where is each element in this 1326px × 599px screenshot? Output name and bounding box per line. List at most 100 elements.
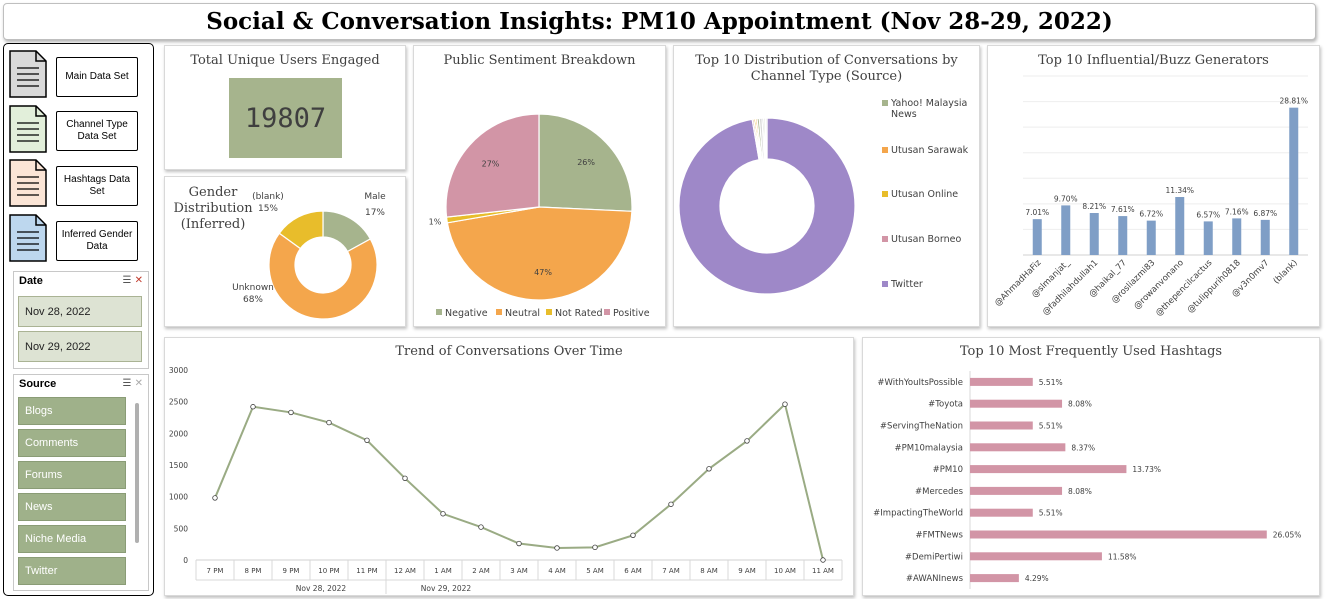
hashtag-data-label: 8.37% [1071,443,1095,452]
channel-legend-swatch [882,100,888,106]
sentiment-legend-label: Neutral [505,308,540,319]
trend-point [516,540,522,547]
trend-title: Trend of Conversations Over Time [395,344,623,359]
navigation-panel: Main Data Set Channel Type Data Set Hash… [3,43,154,596]
buzz-data-label: 7.16% [1225,207,1249,216]
gender-slice [278,210,324,250]
hashtag-data-label: 8.08% [1068,400,1092,409]
trend-point [706,466,712,472]
gender-title: Gender Distribution (Inferred) [173,185,253,232]
buzz-bar-chart: 7.01%@AhmadHaFiz9.70%@slmanjat_8.21%@fad… [993,75,1308,319]
dashboard-title-bar: Social & Conversation Insights: PM10 App… [3,3,1316,40]
trend-x-tick: 12 AM [394,567,416,575]
trend-x-tick: 9 AM [738,567,756,575]
sentiment-data-label: 27% [482,160,500,169]
gender-card: Gender Distribution (Inferred) Male 17% Un… [164,176,406,327]
clear-filter-icon[interactable]: ✕ [134,378,143,389]
trend-point [554,545,560,551]
main-data-document-icon[interactable] [9,50,47,98]
trend-x-tick: 4 AM [548,567,566,575]
source-slicer-item[interactable]: Forums [18,461,126,489]
sentiment-data-label: 47% [534,268,552,277]
channel-legend-swatch [882,281,888,287]
date-slicer: Date ☰ ✕ Nov 28, 2022 Nov 29, 2022 [13,271,149,369]
trend-line [214,402,824,561]
buzz-bar [1203,221,1213,255]
clear-filter-icon[interactable]: ✕ [134,275,143,286]
trend-point [326,419,332,426]
hashtag-category-label: #AWANInews [906,574,964,584]
source-slicer-item[interactable]: Blogs [18,397,126,425]
source-slicer-item[interactable]: Twitter [18,557,126,585]
buzz-data-label: 7.01% [1025,208,1049,217]
trend-point [782,401,788,407]
channel-legend-label: Twitter [890,279,923,290]
gender-data-document-icon[interactable] [9,214,47,262]
hashtag-bar [970,508,1033,517]
sentiment-slice [446,206,633,301]
trend-x-tick: 6 AM [624,567,642,575]
buzz-data-label: 8.21% [1082,202,1106,211]
trend-x-tick: 10 AM [774,567,796,575]
channel-legend-label: Utusan Borneo [891,234,961,245]
trend-x-tick: 11 PM [356,567,377,575]
sentiment-card: Public Sentiment Breakdown 26% 47% 1% 27% Ne… [413,45,666,327]
hashtags-title: Top 10 Most Frequently Used Hashtags [959,344,1223,359]
buzz-bar [1260,219,1270,255]
buzz-data-label: 6.87% [1253,209,1277,218]
hashtag-data-label: 13.73% [1132,465,1161,474]
channel-legend-swatch [882,191,888,197]
trend-point [440,511,446,517]
gender-data-label: 15% [258,204,278,214]
trend-x-tick: 10 PM [318,567,339,575]
hashtag-bar [970,530,1267,539]
buzz-bar [1032,219,1042,255]
date-slicer-item[interactable]: Nov 29, 2022 [18,331,142,362]
sentiment-pie-chart: 26% 47% 1% 27% Negative Neutral Not Rated Posit… [429,113,650,319]
inferred-gender-data-button[interactable]: Inferred Gender Data [56,221,138,261]
source-slicer-item[interactable]: Niche Media [18,525,126,553]
sentiment-legend-swatch [496,309,502,315]
source-slicer-item[interactable]: News [18,493,126,521]
hashtag-data-label: 26.05% [1273,531,1302,540]
channel-type-data-set-button[interactable]: Channel Type Data Set [56,111,138,151]
trend-x-tick: 1 AM [434,567,452,575]
date-slicer-item[interactable]: Nov 28, 2022 [18,296,142,327]
hashtag-bar [970,443,1066,452]
hashtags-data-set-button[interactable]: Hashtags Data Set [56,166,138,206]
hashtag-data-label: 5.51% [1039,509,1063,518]
trend-x-tick: 8 AM [700,567,718,575]
gender-slice-name: Male [364,192,386,202]
trend-point [744,438,750,444]
channel-data-document-icon[interactable] [9,105,47,153]
kpi-value: 19807 [229,78,342,158]
channel-slice [678,117,856,295]
sentiment-legend-swatch [436,309,442,315]
dashboard-title: Social & Conversation Insights: PM10 App… [206,8,1113,35]
main-data-set-button[interactable]: Main Data Set [56,57,138,97]
hashtag-category-label: #PM10 [933,465,963,475]
source-slicer-scrollbar[interactable] [135,403,139,543]
source-slicer-item[interactable]: Comments [18,429,126,457]
hashtag-bar [970,574,1019,583]
hashtag-bar [970,377,1033,386]
trend-y-tick: 2500 [169,398,188,407]
trend-point [250,404,256,410]
hashtag-data-label: 4.29% [1025,574,1049,583]
buzz-bar [1118,216,1128,255]
buzz-card: Top 10 Influential/Buzz Generators 7.01%… [987,45,1320,327]
trend-group-label: Nov 28, 2022 [296,584,347,593]
channel-legend-label: Utusan Sarawak [891,145,969,156]
hashtag-category-label: #Toyota [928,400,963,410]
trend-x-tick: 11 AM [812,567,834,575]
hashtags-data-document-icon[interactable] [9,159,47,207]
date-slicer-title: Date [19,275,43,287]
multi-select-icon[interactable]: ☰ [122,378,132,389]
hashtag-data-label: 8.08% [1068,487,1092,496]
sentiment-legend-swatch [546,309,552,315]
trend-point [364,437,370,443]
sentiment-slice [445,113,540,218]
multi-select-icon[interactable]: ☰ [122,275,132,286]
channel-legend-label: Utusan Online [891,189,958,200]
buzz-bar [1232,218,1242,255]
